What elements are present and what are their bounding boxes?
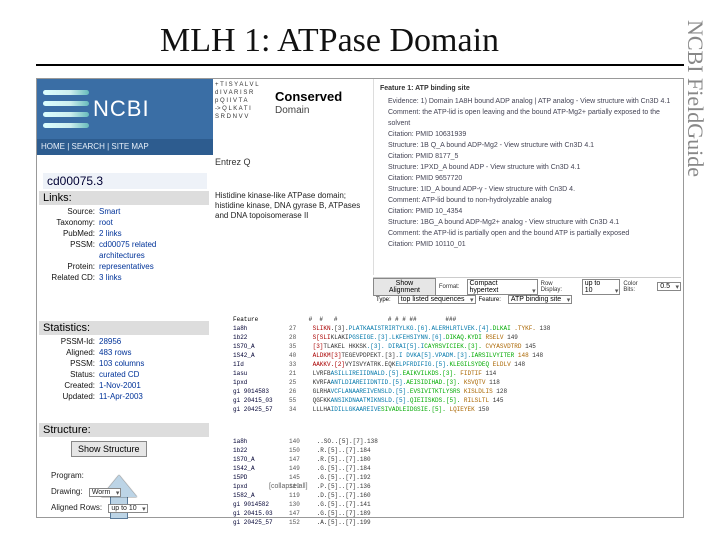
feature-select[interactable]: ATP binding site bbox=[508, 295, 572, 304]
stats-header: Statistics: bbox=[39, 321, 209, 335]
drawing-row: Drawing: Worm bbox=[51, 487, 211, 497]
aligned-rows-row: Aligned Rows: up to 10 bbox=[51, 503, 211, 513]
cd-description: Histidine kinase-like ATPase domain; his… bbox=[215, 191, 369, 221]
collapse-all-link[interactable]: [collapse all] bbox=[269, 483, 308, 490]
format-select[interactable]: Compact hypertext bbox=[467, 279, 538, 295]
program-row: Program: bbox=[51, 471, 211, 480]
stats-table: PSSM-Id:28956 Aligned:483 rows PSSM:103 … bbox=[43, 337, 211, 401]
ncbi-helix-icon bbox=[43, 87, 89, 131]
show-alignment-button[interactable]: Show Alignment bbox=[373, 278, 436, 296]
alignment-toolbar: Show Alignment Format:Compact hypertext … bbox=[373, 277, 681, 295]
links-table: Source:Smart Taxonomy:root PubMed:2 link… bbox=[43, 207, 211, 282]
alignment-grid-1: Feature # # # # # # ## ### 1a8h27 SLIKN.… bbox=[233, 315, 679, 433]
cd-heading: Conserved bbox=[275, 89, 342, 104]
structure-header: Structure: bbox=[39, 423, 209, 437]
alignment-grid-2: 1a8h140 ..SO..[5].[7].1381b22150 .R.[5].… bbox=[233, 437, 533, 507]
side-brand: NCBI FieldGuide bbox=[682, 20, 708, 260]
entrez-label[interactable]: Entrez Q bbox=[215, 157, 251, 167]
sequence-peek: + T I S Y A L V Ld I V A R I S Rp Q I I … bbox=[213, 79, 273, 127]
ncbi-brand: NCBI bbox=[93, 96, 150, 122]
ncbi-nav[interactable]: HOME | SEARCH | SITE MAP bbox=[37, 139, 213, 155]
show-structure-button[interactable]: Show Structure bbox=[71, 441, 147, 457]
ncbi-header: NCBI bbox=[37, 79, 213, 139]
alignment-toolbar-2: Type:top listed sequences Feature:ATP bi… bbox=[373, 295, 681, 304]
cd-id[interactable]: cd00075.3 bbox=[43, 173, 207, 189]
type-select[interactable]: top listed sequences bbox=[398, 295, 476, 304]
feature-evidence: Feature 1: ATP binding site Evidence: 1)… bbox=[373, 79, 681, 275]
slide-title: MLH 1: ATPase Domain bbox=[160, 22, 499, 60]
colorbits-select[interactable]: 0.5 bbox=[657, 282, 681, 291]
links-header: Links: bbox=[39, 191, 209, 205]
title-rule bbox=[36, 64, 684, 66]
drawing-select[interactable]: Worm bbox=[89, 488, 122, 497]
screenshot-region: NCBI HOME | SEARCH | SITE MAP + T I S Y … bbox=[36, 78, 684, 518]
cd-heading-2: Domain bbox=[275, 105, 309, 116]
aligned-rows-select[interactable]: up to 10 bbox=[108, 504, 147, 513]
rowdisplay-select[interactable]: up to 10 bbox=[582, 279, 621, 295]
